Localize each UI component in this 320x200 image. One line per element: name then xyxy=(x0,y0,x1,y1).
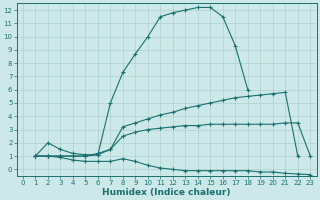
X-axis label: Humidex (Indice chaleur): Humidex (Indice chaleur) xyxy=(102,188,231,197)
